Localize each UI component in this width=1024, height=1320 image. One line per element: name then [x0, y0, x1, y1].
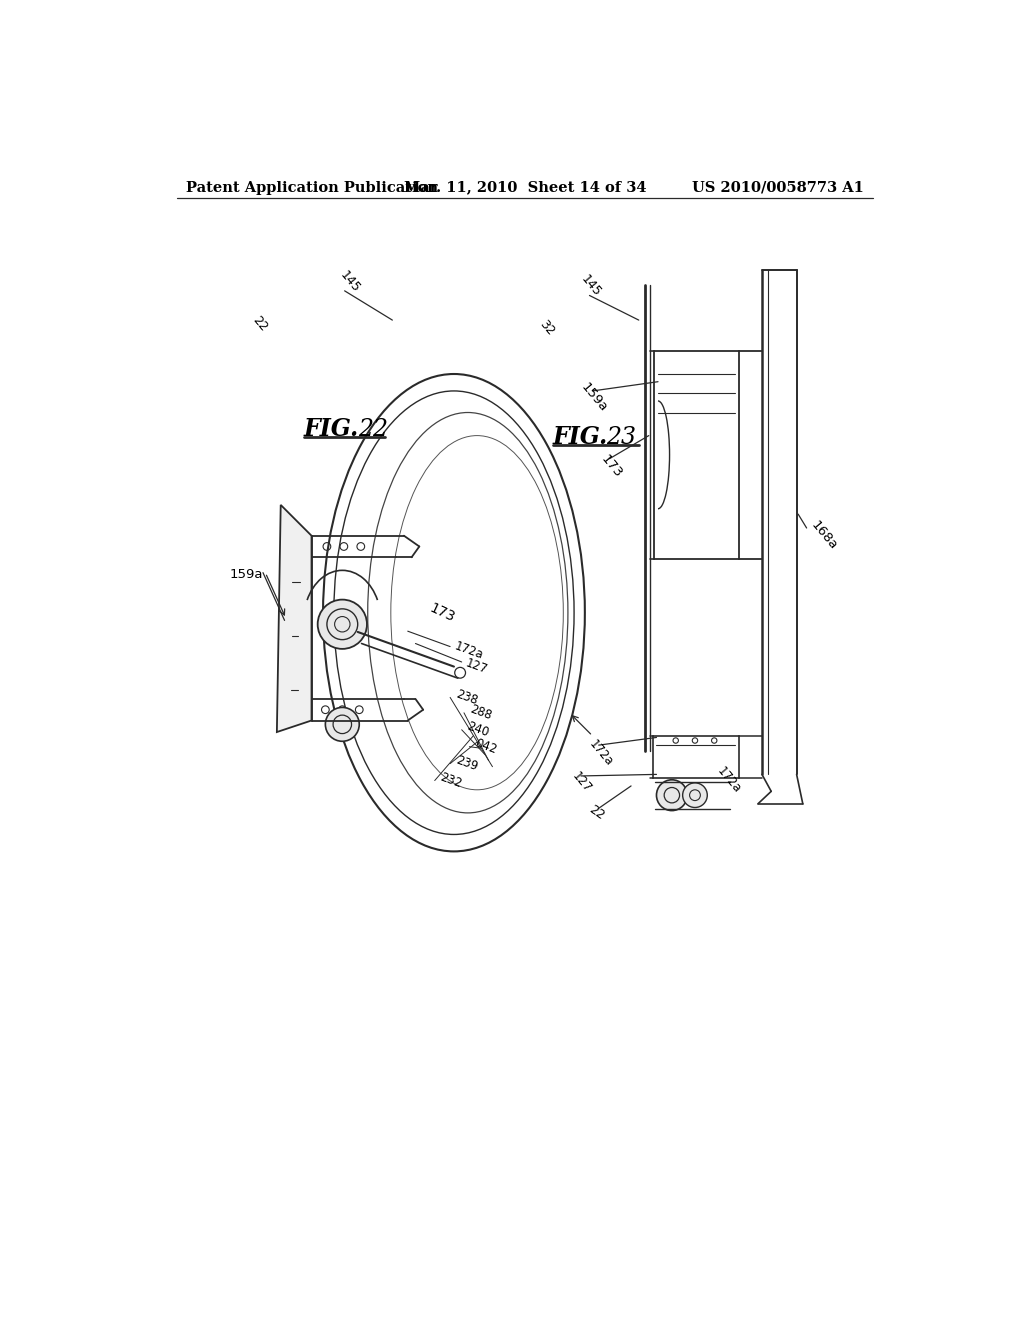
Text: 240: 240	[466, 719, 490, 739]
Circle shape	[326, 708, 359, 742]
Text: 22: 22	[250, 314, 270, 334]
Circle shape	[656, 780, 687, 810]
Text: 168a: 168a	[808, 519, 840, 553]
Text: 145: 145	[337, 268, 362, 294]
Text: 288: 288	[468, 702, 494, 723]
Text: FIG.: FIG.	[304, 417, 359, 441]
Circle shape	[683, 783, 708, 808]
Text: 22: 22	[357, 418, 388, 441]
Text: 172a: 172a	[587, 738, 615, 768]
Text: Mar. 11, 2010  Sheet 14 of 34: Mar. 11, 2010 Sheet 14 of 34	[403, 181, 646, 194]
Text: 238: 238	[454, 688, 479, 708]
Text: 239: 239	[454, 754, 479, 774]
Circle shape	[317, 599, 367, 649]
Text: 23: 23	[606, 425, 637, 449]
Text: 145: 145	[579, 272, 604, 298]
Text: Patent Application Publication: Patent Application Publication	[186, 181, 438, 194]
Text: 172a: 172a	[453, 640, 484, 663]
Text: 127: 127	[463, 656, 488, 677]
Text: 127: 127	[569, 770, 594, 795]
Text: 042: 042	[473, 737, 499, 756]
Text: FIG.: FIG.	[553, 425, 608, 449]
Text: 172a: 172a	[714, 766, 743, 796]
Text: 22: 22	[587, 803, 607, 822]
Text: US 2010/0058773 A1: US 2010/0058773 A1	[692, 181, 863, 194]
Text: 232: 232	[438, 771, 464, 791]
Text: 32: 32	[538, 318, 557, 338]
Text: 159a: 159a	[229, 568, 262, 581]
Text: 159a: 159a	[579, 380, 610, 414]
Polygon shape	[276, 506, 311, 733]
Text: 173: 173	[599, 453, 625, 480]
Text: 173: 173	[427, 601, 457, 624]
